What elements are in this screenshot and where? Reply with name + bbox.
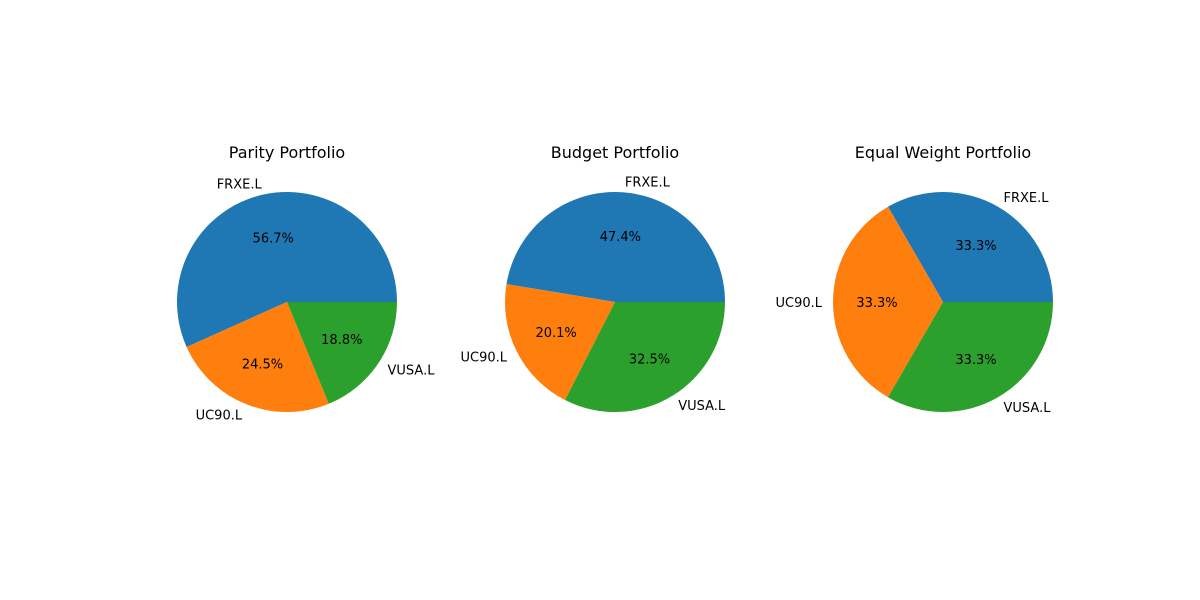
slice-category-label: UC90.L xyxy=(196,408,243,423)
slice-percent-label: 24.5% xyxy=(242,357,283,372)
slice-category-label: VUSA.L xyxy=(388,363,436,378)
slice-category-label: VUSA.L xyxy=(678,399,726,414)
slice-percent-label: 33.3% xyxy=(955,353,996,368)
parity-portfolio-pie: Parity Portfolio 56.7% FRXE.L 24.5% UC90.L 1… xyxy=(176,143,436,423)
slice-category-label: UC90.L xyxy=(775,296,822,311)
slice-percent-label: 56.7% xyxy=(253,231,294,246)
slice-percent-label: 32.5% xyxy=(629,352,670,367)
slice-percent-label: 20.1% xyxy=(535,326,576,341)
chart-title: Budget Portfolio xyxy=(551,143,679,162)
pie-slice-uc90-l xyxy=(186,302,329,412)
chart-title: Parity Portfolio xyxy=(229,143,345,162)
slice-category-label: FRXE.L xyxy=(217,178,263,193)
slice-category-label: VUSA.L xyxy=(1004,401,1052,416)
slice-percent-label: 33.3% xyxy=(955,239,996,254)
pie-slice-frxe-l xyxy=(176,191,397,347)
slice-percent-label: 33.3% xyxy=(856,296,897,311)
slice-category-label: FRXE.L xyxy=(1004,191,1050,206)
budget-portfolio-pie: Budget Portfolio 47.4% FRXE.L 20.1% UC90.L 3… xyxy=(461,143,726,414)
slice-percent-label: 47.4% xyxy=(600,230,641,245)
pie-slice-frxe-l xyxy=(506,191,725,302)
pie-slice-vusa-l xyxy=(565,302,725,412)
slice-category-label: FRXE.L xyxy=(625,175,671,190)
pie-slice-uc90-l xyxy=(833,206,943,398)
pie-slice-vusa-l xyxy=(287,302,397,404)
pie-slice-uc90-l xyxy=(505,284,615,401)
chart-title: Equal Weight Portfolio xyxy=(855,143,1031,162)
pie-slice-frxe-l xyxy=(888,191,1053,302)
slice-category-label: UC90.L xyxy=(461,351,508,366)
pie-slice-vusa-l xyxy=(888,302,1053,412)
slice-percent-label: 18.8% xyxy=(321,333,362,348)
equal-weight-portfolio-pie: Equal Weight Portfolio 33.3% FRXE.L 33.3% U… xyxy=(775,143,1053,416)
